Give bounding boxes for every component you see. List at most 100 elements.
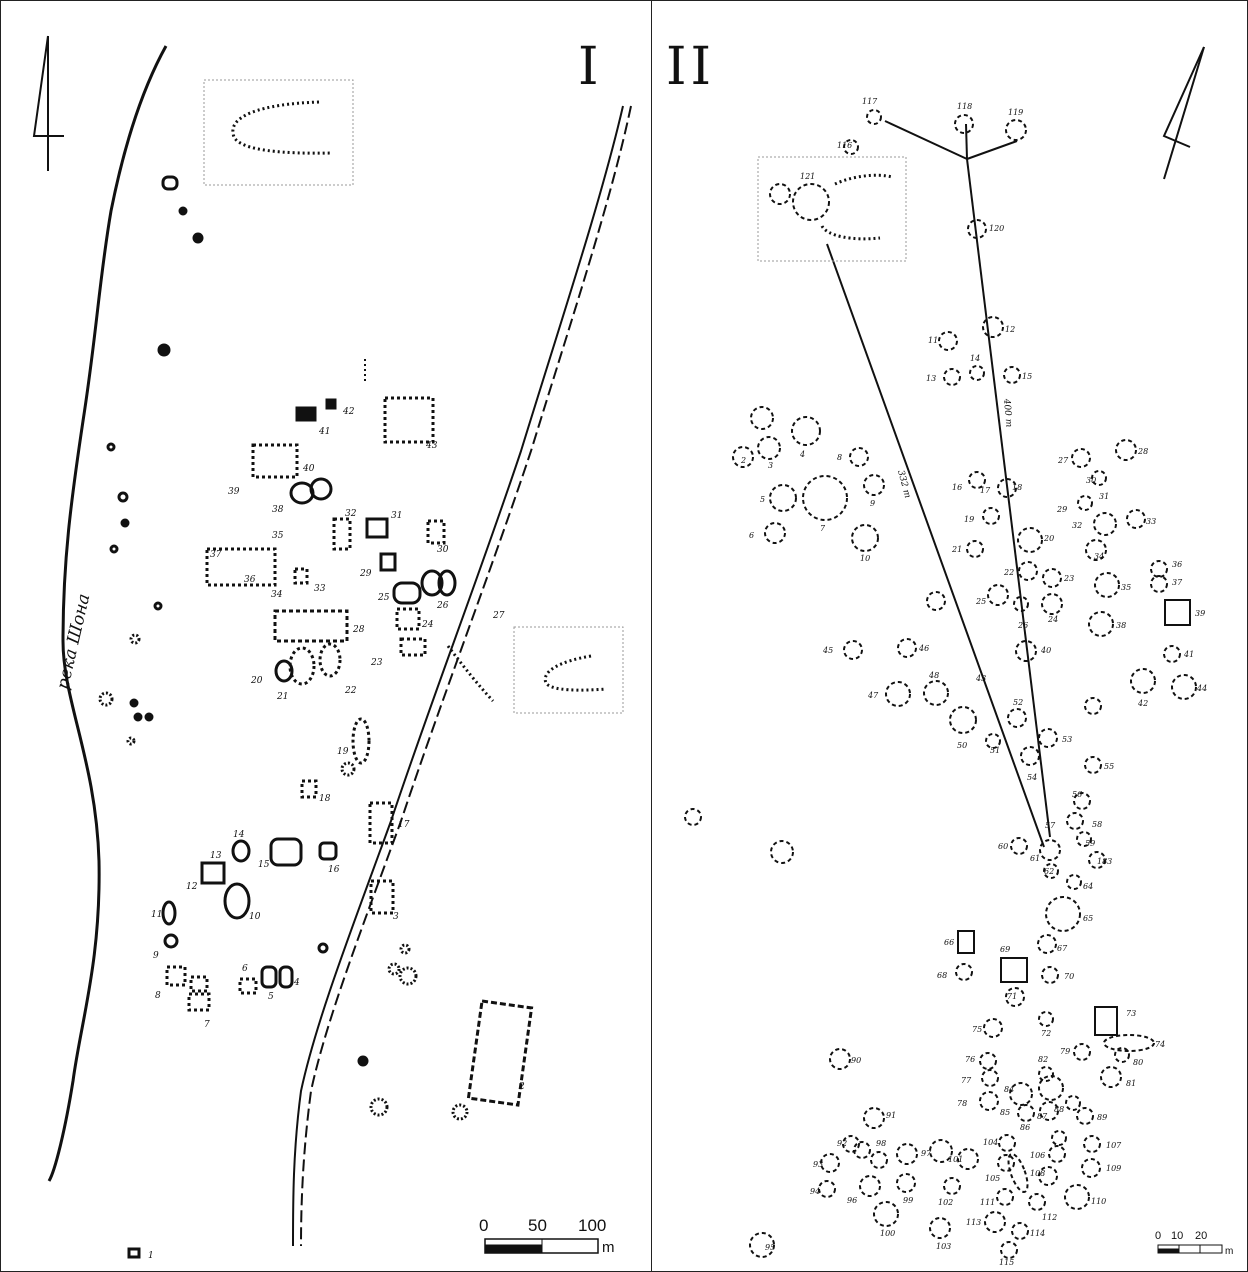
feature-number: 14 — [970, 354, 980, 363]
feature-number: 33 — [314, 584, 326, 594]
feature-number: 89 — [1097, 1113, 1107, 1122]
feature-number: 108 — [1030, 1169, 1045, 1178]
feature-number: 87 — [1037, 1112, 1048, 1121]
feature-number: 114 — [1030, 1229, 1045, 1238]
feature-number: 11 — [151, 910, 162, 920]
feature-number: 5 — [268, 992, 274, 1002]
feature-number: 28 — [1137, 447, 1148, 456]
feature-number: 15 — [1022, 372, 1032, 381]
feature-number: 19 — [337, 747, 349, 757]
feature-number: 25 — [975, 597, 986, 606]
feature-number: 44 — [1196, 684, 1207, 693]
feature-number: 79 — [1060, 1047, 1070, 1056]
feature-number: 51 — [990, 746, 1000, 755]
feature-number: 42 — [342, 407, 355, 417]
inset-enclosure-shape — [203, 79, 354, 186]
feature-number: 103 — [936, 1242, 951, 1251]
feature-number: 27 — [1057, 456, 1069, 465]
feature-number: 6 — [749, 531, 754, 540]
feature-number: 52 — [1013, 698, 1023, 707]
site-features — [98, 175, 534, 1259]
feature-number: 106 — [1030, 1151, 1045, 1160]
feature-number: 33 — [1146, 517, 1156, 526]
sightline-distance-label: 400 m — [1001, 397, 1014, 427]
feature-number: 36 — [244, 575, 256, 585]
site-features — [684, 109, 1197, 1259]
feature-number: 13 — [926, 374, 936, 383]
feature-number: 47 — [867, 691, 879, 700]
feature-number: 70 — [1064, 972, 1074, 981]
feature-number: 41 — [1183, 650, 1194, 659]
feature-number: 53 — [1062, 735, 1072, 744]
scale-tick-label: 50 — [528, 1216, 547, 1235]
feature-number: 27 — [492, 611, 505, 621]
feature-number: 15 — [258, 860, 270, 870]
road-line — [292, 105, 632, 1247]
map-canvas-ii: 2 3 4 5 6 7 8 9 10 11 12 13 14 15 16 17 … — [684, 46, 1223, 1267]
feature-number: 39 — [228, 487, 240, 497]
feature-number: 72 — [1041, 1029, 1051, 1038]
feature-number: 116 — [837, 141, 852, 150]
feature-number: 57 — [1045, 821, 1056, 830]
north-arrow-icon — [1162, 46, 1205, 180]
feature-number: 3 — [768, 461, 773, 470]
feature-number: 67 — [1057, 944, 1068, 953]
feature-number: 10 — [860, 554, 870, 563]
feature-number: 16 — [952, 483, 962, 492]
north-arrow-icon — [32, 35, 64, 171]
panel-label: II — [666, 37, 716, 97]
feature-number: 66 — [944, 938, 954, 947]
feature-number: 84 — [1004, 1085, 1014, 1094]
feature-number: 21 — [276, 692, 288, 702]
feature-number: 107 — [1106, 1141, 1122, 1150]
feature-number: 22 — [1003, 568, 1014, 577]
scale-bar — [484, 1238, 599, 1254]
feature-number: 118 — [957, 102, 972, 111]
feature-number: 64 — [1083, 882, 1093, 891]
feature-number: 50 — [957, 741, 967, 750]
feature-number: 32 — [1072, 521, 1082, 530]
feature-number: 80 — [1133, 1058, 1143, 1067]
map-canvas-i: 1 2 3 4 5 6 7 8 9 10 11 12 13 14 15 16 1… — [32, 35, 632, 1261]
feature-number: 11 — [928, 336, 938, 345]
inset-enclosure-shape — [513, 626, 624, 714]
feature-number: 119 — [1008, 108, 1023, 117]
feature-number: 94 — [810, 1187, 820, 1196]
feature-number: 36 — [1172, 560, 1182, 569]
feature-number: 97 — [921, 1149, 932, 1158]
feature-number: 18 — [319, 794, 331, 804]
feature-numbers: 2 3 4 5 6 7 8 9 10 11 12 13 14 15 16 17 … — [740, 97, 1207, 1267]
feature-number: 59 — [1085, 839, 1095, 848]
feature-number: 93 — [813, 1160, 823, 1169]
feature-number: 101 — [948, 1155, 963, 1164]
feature-number: 98 — [876, 1139, 886, 1148]
feature-number: 19 — [964, 515, 974, 524]
map-panel-ii: 2 3 4 5 6 7 8 9 10 11 12 13 14 15 16 17 … — [651, 0, 1248, 1272]
feature-number: 6 — [242, 964, 248, 974]
feature-number: 112 — [1042, 1213, 1057, 1222]
panel-label: I — [578, 37, 603, 97]
feature-number: 29 — [1056, 505, 1067, 514]
feature-number: 8 — [837, 453, 842, 462]
scale-tick-label: 0 — [1155, 1230, 1162, 1242]
feature-number: 78 — [957, 1099, 967, 1108]
feature-number: 40 — [302, 464, 315, 474]
scale-tick-label: 100 — [578, 1216, 607, 1235]
feature-number: 113 — [966, 1218, 981, 1227]
feature-number: 2 — [740, 456, 746, 465]
feature-number: 77 — [961, 1076, 972, 1085]
feature-number: 9 — [153, 951, 159, 961]
feature-number: 4 — [799, 450, 805, 459]
feature-number: 32 — [345, 509, 357, 519]
feature-number: 28 — [352, 625, 365, 635]
feature-number: 37 — [210, 550, 222, 560]
feature-number: 76 — [965, 1055, 975, 1064]
feature-number: 18 — [1012, 483, 1022, 492]
feature-number: 68 — [937, 971, 947, 980]
feature-number: 100 — [880, 1229, 895, 1238]
feature-number: 23 — [1063, 574, 1074, 583]
feature-number: 20 — [1043, 534, 1054, 543]
feature-number: 30 — [1086, 476, 1096, 485]
feature-number: 25 — [377, 593, 390, 603]
feature-number: 12 — [1005, 325, 1015, 334]
